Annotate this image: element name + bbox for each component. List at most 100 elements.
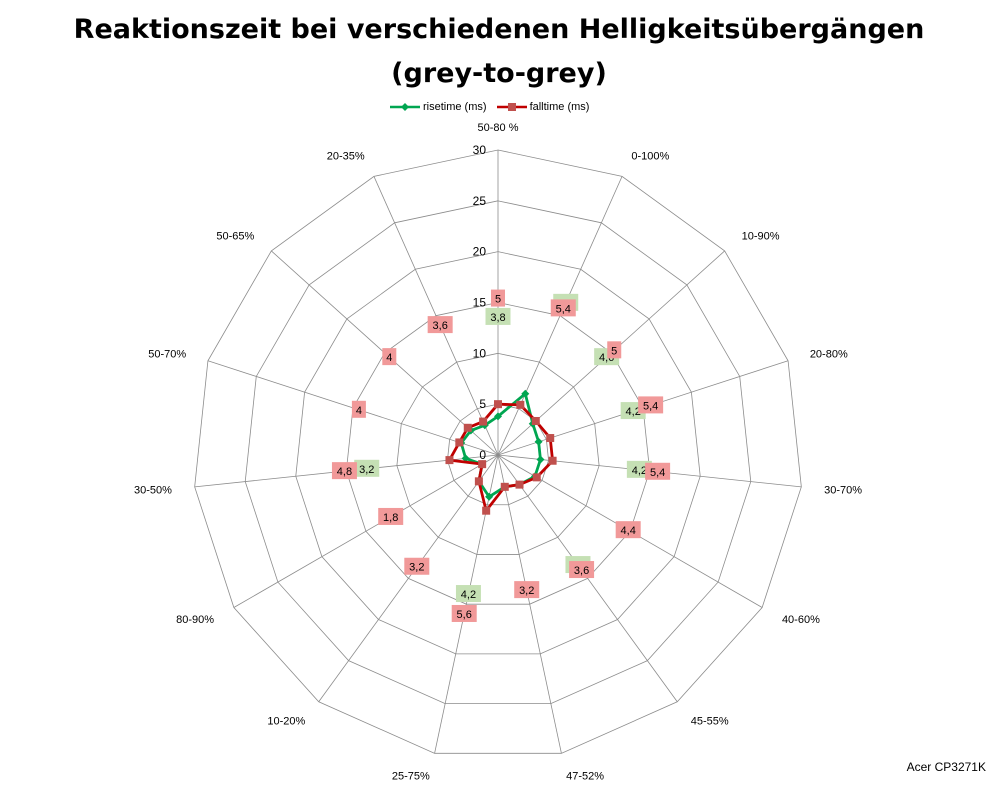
grid-ring-10 [396, 352, 600, 555]
data-label-s0-0: 3,8 [490, 312, 505, 324]
data-label-bg-s1-8 [451, 604, 477, 622]
data-label-bg-s1-10 [378, 507, 404, 525]
data-label-bg-s1-2 [607, 341, 622, 359]
legend-label-risetime: risetime (ms) [423, 101, 487, 113]
spoke-14 [373, 176, 499, 456]
category-label-8: 25-75% [392, 771, 430, 783]
point-s1-0 [494, 400, 502, 409]
data-label-s1-1: 5,4 [556, 303, 571, 315]
category-label-7: 47-52% [566, 771, 604, 783]
data-label-s0-8: 4,2 [461, 589, 476, 601]
legend-entry-falltime: falltime (ms) [496, 101, 590, 113]
data-label-bg-s1-4 [645, 462, 671, 480]
point-s1-14 [479, 417, 488, 426]
category-label-10: 80-90% [176, 614, 214, 626]
legend-label-falltime: falltime (ms) [529, 101, 590, 113]
tick-label-30: 30 [473, 143, 487, 157]
point-s1-13 [463, 423, 472, 432]
data-label-s0-11: 3,2 [359, 464, 374, 476]
point-s0-3 [534, 437, 543, 446]
point-s1-8 [482, 506, 491, 515]
category-label-12: 50-70% [148, 349, 186, 361]
point-s0-11 [461, 454, 470, 463]
point-s1-1 [516, 400, 525, 409]
data-label-s0-3: 4,2 [626, 406, 641, 418]
chart-title-line-1: Reaktionszeit bei verschiedenen Helligke… [73, 14, 925, 45]
data-label-bg-s1-13 [382, 348, 397, 366]
data-label-bg-s1-0 [491, 289, 505, 307]
data-label-bg-s1-14 [427, 316, 453, 334]
spoke-9 [318, 454, 499, 702]
data-label-s1-13: 4 [386, 352, 392, 364]
point-s0-4 [536, 455, 545, 464]
data-label-s1-7: 3,2 [519, 585, 534, 597]
legend-marker-falltime [496, 103, 527, 111]
point-s1-10 [478, 460, 487, 469]
legend-marker-risetime [390, 103, 420, 111]
point-s1-4 [548, 456, 557, 465]
data-label-s1-2: 5 [611, 345, 617, 357]
series-line-1 [448, 402, 554, 513]
category-label-1: 0-100% [631, 150, 669, 162]
point-s0-1 [521, 389, 530, 398]
data-label-bg-s0-8 [455, 585, 481, 603]
data-label-s1-10: 1,8 [383, 512, 398, 524]
data-label-s1-14: 3,6 [433, 320, 448, 332]
data-label-s1-8: 5,6 [457, 609, 472, 621]
category-label-6: 45-55% [691, 715, 729, 727]
data-label-bg-s1-7 [514, 581, 540, 599]
data-label-s1-4: 5,4 [650, 467, 665, 479]
point-s1-2 [531, 416, 540, 425]
category-label-13: 50-65% [216, 231, 254, 243]
category-label-14: 20-35% [327, 150, 365, 162]
data-label-bg-s0-11 [354, 459, 380, 477]
tick-label-5: 5 [479, 397, 486, 411]
tick-label-25: 25 [473, 194, 487, 208]
data-label-bg-s1-1 [550, 299, 576, 317]
data-label-bg-s1-6 [569, 561, 595, 579]
grid-ring-20 [295, 251, 701, 655]
category-label-2: 10-90% [742, 231, 780, 243]
data-label-bg-s1-9 [404, 557, 430, 575]
category-label-4: 30-70% [824, 484, 862, 496]
grid-ring-25 [244, 200, 752, 705]
legend: risetime (ms) falltime (ms) [390, 101, 599, 113]
point-s1-6 [515, 480, 524, 489]
point-s0-0 [494, 412, 502, 421]
data-label-s1-5: 4,4 [621, 525, 636, 537]
spoke-10 [233, 454, 499, 608]
point-s1-7 [500, 482, 509, 491]
data-label-s1-9: 3,2 [409, 562, 424, 574]
category-label-0: 50-80 % [478, 122, 519, 134]
tick-label-15: 15 [473, 296, 487, 310]
series-line-0 [459, 392, 542, 499]
tick-label-20: 20 [473, 245, 487, 259]
data-label-s1-6: 3,6 [574, 565, 589, 577]
grid-ring-5 [447, 403, 549, 506]
data-label-bg-s0-0 [485, 307, 511, 325]
grid-ring-30 [194, 149, 802, 754]
data-label-s1-0: 5 [495, 294, 501, 306]
chart-title: Reaktionszeit bei verschiedenen Helligke… [0, 8, 998, 96]
data-label-s0-4: 4,2 [632, 465, 647, 477]
spoke-8 [434, 454, 499, 754]
category-label-9: 10-20% [267, 715, 305, 727]
category-label-3: 20-80% [810, 349, 848, 361]
data-label-s1-11: 4,8 [337, 466, 352, 478]
legend-entry-risetime: risetime (ms) [390, 101, 487, 113]
chart-title-line-2: (grey-to-grey) [391, 58, 607, 89]
point-s1-3 [546, 434, 555, 443]
spoke-7 [497, 454, 562, 754]
data-label-s1-3: 5,4 [643, 400, 658, 412]
point-s1-9 [474, 477, 483, 486]
data-label-s1-12: 4 [356, 405, 362, 417]
data-label-bg-s1-11 [331, 462, 357, 480]
grid-ring-15 [345, 302, 651, 605]
spoke-6 [497, 454, 678, 702]
watermark: Acer CP3271K [906, 760, 986, 774]
data-label-bg-s1-5 [615, 521, 641, 539]
tick-label-0: 0 [479, 448, 486, 462]
tick-label-10: 10 [473, 346, 487, 360]
category-label-5: 40-60% [782, 614, 820, 626]
